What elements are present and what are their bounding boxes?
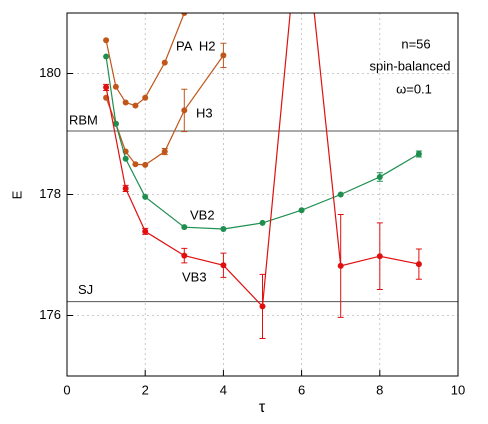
x-tick-label: 2 (142, 382, 149, 397)
data-point (376, 253, 383, 260)
y-axis-title: E (9, 190, 24, 199)
x-tick-label: 8 (376, 382, 383, 397)
data-point (415, 261, 422, 268)
data-point (161, 59, 168, 66)
data-point (142, 161, 149, 168)
reference-label: SJ (78, 282, 93, 297)
data-point (220, 262, 227, 269)
series-label: PA H2 (176, 38, 216, 53)
y-tick-label: 178 (39, 186, 61, 201)
x-axis-title: τ (259, 399, 266, 416)
data-point (181, 107, 188, 114)
reference-label: RBM (69, 112, 98, 127)
data-point (415, 150, 422, 157)
annotation: ω=0.1 (396, 81, 432, 96)
data-point (181, 13, 188, 16)
data-point (161, 148, 168, 155)
data-point (132, 102, 139, 109)
series-line (105, 56, 420, 230)
data-point (259, 219, 266, 226)
data-point (181, 252, 188, 259)
y-tick-label: 180 (39, 65, 61, 80)
data-point (259, 303, 266, 310)
data-point (298, 207, 305, 214)
data-point (103, 53, 110, 60)
data-point (132, 161, 139, 168)
data-point (142, 193, 149, 200)
plot-frame (66, 12, 459, 377)
data-point (337, 262, 344, 269)
data-point (142, 94, 149, 101)
data-point (142, 228, 149, 235)
annotation: spin-balanced (370, 58, 451, 73)
data-point (122, 155, 129, 162)
data-point (112, 120, 119, 127)
x-tick-label: 0 (63, 382, 70, 397)
data-point (122, 185, 129, 192)
x-tick-label: 4 (220, 382, 227, 397)
data-point (103, 84, 110, 91)
x-tick-label: 10 (451, 382, 465, 397)
y-tick-label: 176 (39, 307, 61, 322)
data-point (220, 52, 227, 59)
data-point (220, 225, 227, 232)
data-point (337, 191, 344, 198)
data-point (376, 173, 383, 180)
plot-area (103, 13, 422, 339)
series-label: H3 (196, 105, 213, 120)
annotation: n=56 (401, 36, 430, 51)
data-point (122, 99, 129, 106)
series-line (105, 13, 420, 308)
data-point (103, 37, 110, 44)
series-label: VB2 (190, 207, 215, 222)
x-tick-label: 6 (298, 382, 305, 397)
series-label: VB3 (182, 269, 207, 284)
data-point (112, 83, 119, 90)
data-point (181, 224, 188, 231)
